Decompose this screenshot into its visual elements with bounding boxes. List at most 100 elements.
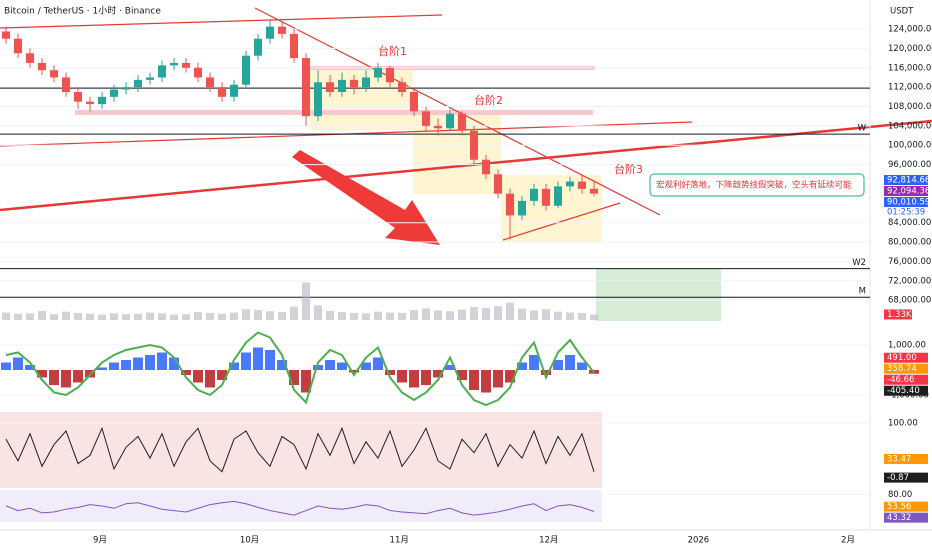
histogram-bar: [145, 355, 155, 370]
volume-bar: [14, 313, 22, 320]
x-tick-label: 10月: [240, 536, 259, 546]
histogram-bar: [385, 370, 395, 375]
volume-bar: [194, 312, 202, 320]
y-tick-label: 76,000.00: [888, 257, 931, 267]
trend-line: [0, 119, 932, 212]
volume-bar: [278, 312, 286, 320]
y-tick-label: 108,000.00: [888, 102, 932, 112]
y-tick-label: 120,000.00: [888, 44, 932, 54]
price-marker-label: 43.32: [887, 513, 911, 523]
volume-bar: [578, 312, 586, 320]
candle-body: [122, 87, 130, 90]
volume-bar: [350, 312, 358, 320]
price-marker-label: -0.87: [887, 473, 909, 483]
future-zone: [596, 268, 721, 321]
volume-bar: [122, 314, 130, 320]
price-marker: [884, 512, 928, 523]
candle-body: [410, 91, 418, 112]
volume-bar: [158, 313, 166, 320]
volume-bar: [530, 310, 538, 320]
histogram-bar: [517, 362, 527, 370]
histogram-bar: [313, 365, 323, 370]
histogram-bar: [229, 362, 239, 370]
price-marker: [884, 175, 928, 186]
histogram-bar: [73, 370, 83, 383]
volume-bar: [98, 314, 106, 320]
histogram-bar: [409, 370, 419, 388]
histogram-bar: [553, 360, 563, 370]
price-marker-label: 92,814.66: [887, 176, 930, 186]
volume-bar: [482, 307, 490, 320]
price-marker: [884, 352, 928, 363]
volume-bar: [494, 306, 502, 320]
price-marker-label: 92,094.36: [887, 187, 930, 197]
candle-body: [182, 62, 190, 68]
price-marker: [884, 363, 928, 374]
volume-bar: [110, 313, 118, 320]
histogram-bar: [457, 370, 467, 380]
annotation: 台阶1: [378, 44, 407, 58]
candle-body: [158, 65, 166, 78]
volume-bar: [266, 311, 274, 320]
candle-body: [110, 89, 118, 97]
histogram-bar: [373, 357, 383, 370]
price-marker-label: -46.66: [887, 375, 914, 385]
volume-bar: [74, 312, 82, 320]
level-label: M: [859, 287, 866, 297]
volume-bar: [398, 312, 406, 320]
histogram-bar: [349, 370, 359, 373]
histogram-bar: [445, 365, 455, 370]
volume-bar: [134, 313, 142, 320]
trend-line: [0, 14, 443, 29]
volume-bar: [170, 314, 178, 320]
candle-body: [2, 31, 10, 39]
candle-body: [278, 26, 286, 34]
histogram-bar: [37, 370, 47, 378]
step-box: [310, 66, 413, 130]
histogram-bar: [205, 370, 215, 388]
line: [5, 426, 595, 473]
candle-body: [362, 77, 370, 88]
candle-body: [542, 188, 550, 206]
trend-line: [254, 7, 661, 216]
volume-bar: [470, 307, 478, 320]
level-label: W2: [852, 258, 866, 268]
trend-line: [502, 202, 621, 241]
candle-body: [554, 186, 562, 206]
volume-bar: [26, 313, 34, 320]
histogram-bar: [193, 370, 203, 383]
histogram-bar: [169, 357, 179, 370]
histogram-bar: [481, 370, 491, 393]
y-tick-label: 72,000.00: [888, 276, 931, 286]
volume-bar: [314, 305, 322, 320]
histogram-bar: [121, 360, 131, 370]
arrow: [292, 150, 440, 245]
candle-body: [470, 130, 478, 160]
y-tick-label: 100.00: [888, 418, 918, 428]
volume-bar: [542, 309, 550, 320]
price-marker-label: 358.74: [887, 364, 917, 374]
candle-body: [386, 67, 394, 83]
histogram-bar: [109, 362, 119, 370]
price-marker: [884, 186, 928, 197]
histogram-bar: [565, 355, 575, 370]
volume-bar: [254, 310, 262, 320]
histogram-bar: [301, 370, 311, 393]
price-marker-label: 53.56: [887, 502, 911, 512]
candle-body: [98, 96, 106, 105]
candle-body: [578, 181, 586, 189]
candle-body: [506, 193, 514, 216]
volume-bar: [302, 282, 310, 320]
candle-body: [146, 77, 154, 80]
price-marker: [884, 197, 928, 208]
volume-bar: [62, 311, 70, 320]
candle-body: [482, 159, 490, 175]
price-marker: [884, 501, 928, 512]
volume-bar: [374, 311, 382, 320]
candle-body: [206, 77, 214, 88]
histogram-bar: [157, 352, 167, 370]
volume-label-bg: [884, 309, 912, 320]
candle-body: [38, 62, 46, 71]
